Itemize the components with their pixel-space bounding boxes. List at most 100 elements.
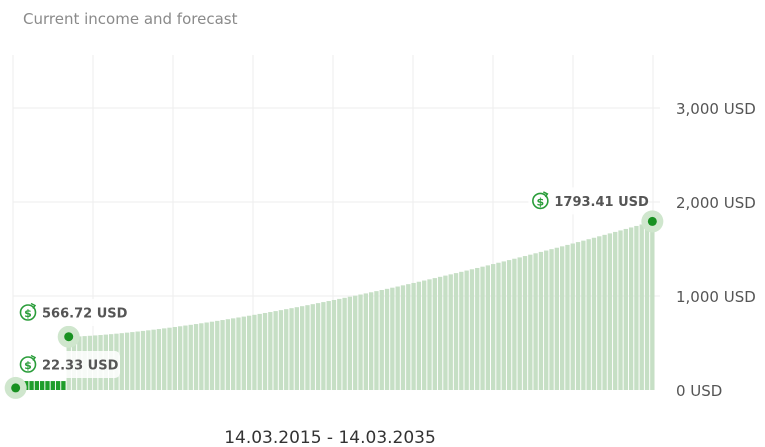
forecast-bar — [597, 236, 602, 390]
forecast-bar — [432, 278, 437, 390]
forecast-bar — [347, 296, 353, 390]
forecast-bar — [623, 228, 628, 390]
dollar-cycle-icon: $ — [19, 354, 37, 373]
y-tick-label: 2,000 USD — [676, 194, 756, 212]
forecast-bar — [544, 250, 549, 390]
callout-background — [16, 299, 120, 326]
chart-title: Current income and forecast — [23, 10, 238, 28]
forecast-bar — [501, 261, 506, 390]
y-tick-label: 1,000 USD — [676, 288, 756, 306]
forecast-bar — [177, 326, 183, 390]
value-callout: $22.33 USD — [16, 351, 120, 378]
forecast-bar — [522, 256, 528, 390]
current-income-bar — [50, 381, 55, 390]
bars — [13, 221, 655, 390]
callout-label: 1793.41 USD — [554, 195, 649, 210]
forecast-bar — [278, 310, 284, 390]
forecast-bar — [119, 333, 124, 390]
forecast-bar — [262, 312, 268, 390]
forecast-bar — [554, 247, 560, 390]
forecast-bar — [220, 320, 225, 390]
forecast-bar — [215, 320, 220, 390]
forecast-bar — [305, 305, 310, 390]
forecast-bar — [199, 323, 204, 390]
forecast-bar — [570, 243, 575, 390]
forecast-bar — [236, 317, 241, 390]
forecast-bar — [124, 332, 130, 390]
forecast-bar — [559, 246, 565, 390]
forecast-bar — [374, 291, 379, 390]
forecast-bar — [538, 251, 544, 390]
icon-ring — [19, 304, 37, 321]
value-callout: $566.72 USD — [16, 299, 128, 326]
forecast-bar — [528, 254, 533, 390]
forecast-bar — [241, 316, 246, 390]
forecast-bar — [337, 298, 342, 390]
forecast-bar — [427, 279, 432, 390]
icon-ring — [532, 192, 549, 210]
forecast-bar — [225, 319, 231, 390]
forecast-bar — [411, 282, 416, 390]
y-axis: 0 USD 1,000 USD 2,000 USD 3,000 USD — [676, 100, 756, 400]
forecast-bar — [613, 231, 618, 390]
dollar-sign: $ — [24, 359, 32, 372]
forecast-bar — [406, 284, 411, 390]
forecast-bar — [172, 326, 177, 390]
forecast-bar — [650, 221, 655, 390]
callout-background — [16, 351, 120, 378]
forecast-bar — [581, 240, 586, 390]
forecast-bar — [162, 328, 167, 390]
data-point-marker — [647, 216, 657, 226]
forecast-bar — [475, 267, 480, 390]
forecast-bar — [448, 274, 453, 390]
y-tick-label: 3,000 USD — [676, 100, 756, 118]
forecast-bar — [331, 299, 337, 390]
callout-label: 566.72 USD — [42, 307, 128, 322]
forecast-bar — [209, 321, 215, 390]
markers — [4, 210, 664, 399]
forecast-bar — [231, 318, 236, 390]
forecast-bar — [252, 314, 257, 390]
forecast-bar — [586, 239, 591, 390]
forecast-bar — [246, 315, 252, 390]
data-point-marker — [64, 332, 74, 342]
forecast-bar — [644, 222, 650, 390]
icon-arrow — [543, 191, 549, 198]
icon-ring — [19, 356, 37, 373]
forecast-bar — [506, 260, 512, 390]
forecast-bar — [469, 269, 475, 390]
forecast-bar — [453, 273, 459, 390]
icon-arrow — [30, 302, 37, 309]
forecast-bar — [188, 324, 193, 390]
forecast-bar — [618, 230, 623, 390]
forecast-bar — [130, 332, 135, 390]
forecast-bar — [443, 275, 448, 390]
forecast-bar — [284, 309, 289, 390]
forecast-bar — [353, 295, 358, 390]
callout-label: 22.33 USD — [42, 359, 119, 374]
forecast-bar — [634, 225, 639, 390]
forecast-bar — [146, 330, 151, 390]
callouts: $22.33 USD$ 566.72 USD$ 1793.41 USD — [16, 187, 649, 378]
forecast-bar — [602, 234, 607, 390]
forecast-bar — [459, 271, 464, 390]
forecast-bar — [437, 276, 443, 390]
forecast-bar — [591, 237, 597, 390]
forecast-bar — [167, 327, 172, 390]
forecast-bar — [533, 253, 538, 390]
forecast-bar — [575, 242, 581, 390]
forecast-bar — [390, 287, 395, 390]
current-income-bar — [61, 381, 66, 390]
forecast-bar — [268, 312, 273, 390]
y-tick-label: 0 USD — [676, 382, 722, 400]
forecast-bar — [310, 304, 315, 390]
dollar-sign: $ — [537, 195, 545, 208]
forecast-bar — [193, 324, 199, 390]
forecast-bar — [326, 301, 331, 390]
forecast-bar — [496, 262, 501, 390]
forecast-bar — [422, 280, 427, 390]
forecast-bar — [384, 288, 390, 390]
date-range-label: 14.03.2015 - 14.03.2035 — [224, 428, 436, 447]
